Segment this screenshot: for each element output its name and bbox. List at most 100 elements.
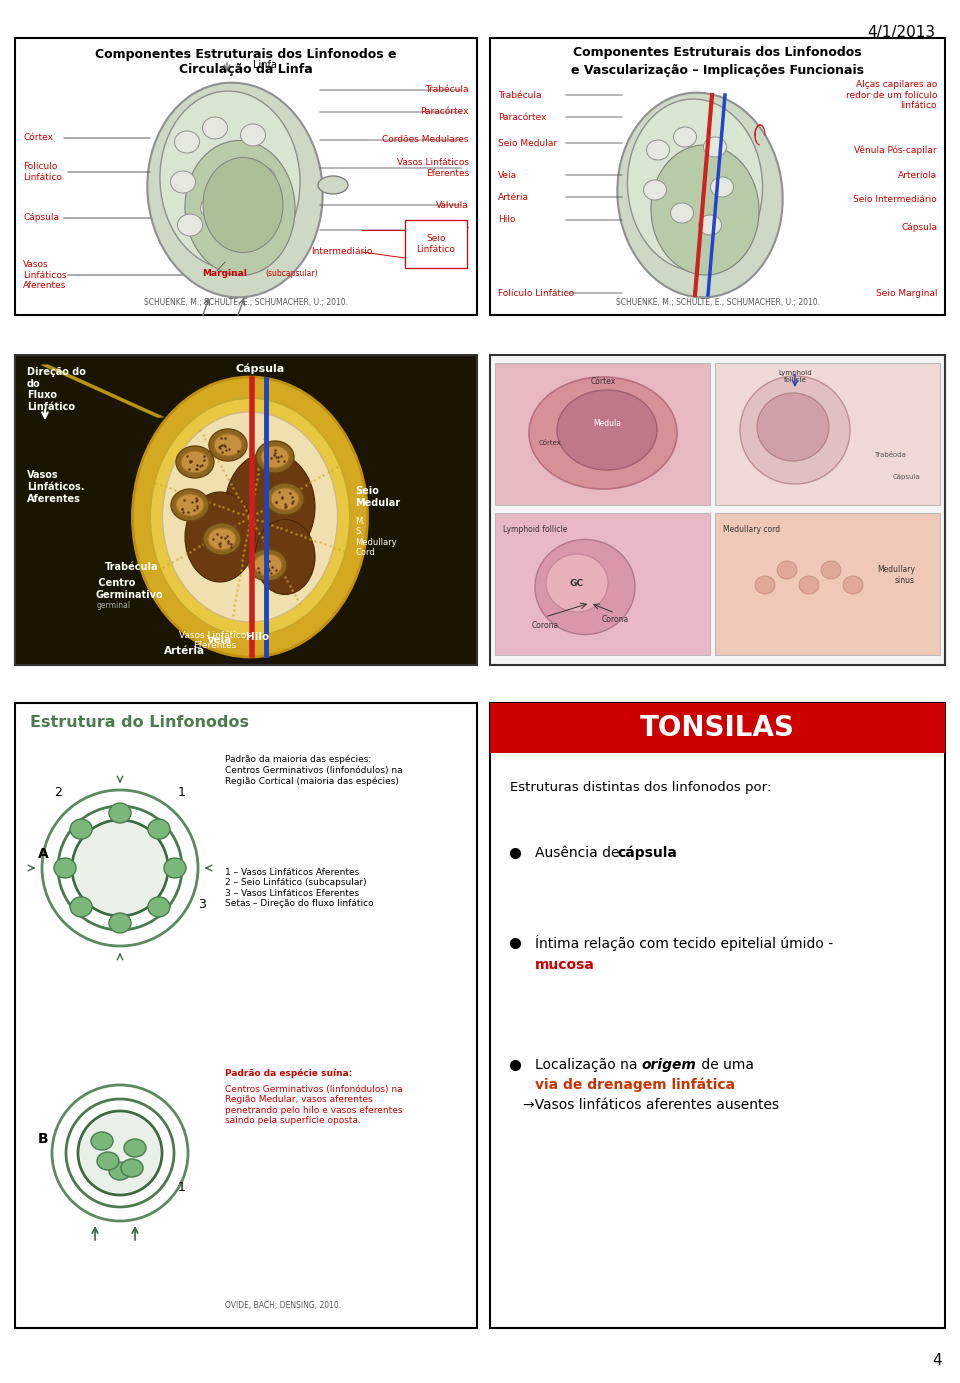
Text: e Vascularização – Implicações Funcionais: e Vascularização – Implicações Funcionai… <box>571 64 864 77</box>
Text: Córtex: Córtex <box>539 440 562 445</box>
Text: Medula: Medula <box>593 419 621 427</box>
Text: Medular: Medular <box>432 225 469 235</box>
Bar <box>490 355 945 665</box>
Ellipse shape <box>121 1159 143 1177</box>
Text: Cápsula: Cápsula <box>235 362 284 373</box>
Bar <box>15 355 477 665</box>
Ellipse shape <box>148 819 170 839</box>
Ellipse shape <box>214 434 242 456</box>
Ellipse shape <box>799 575 819 595</box>
Text: 1: 1 <box>178 786 186 799</box>
Ellipse shape <box>755 575 775 595</box>
Text: de uma: de uma <box>697 1058 758 1072</box>
Text: Trabécula: Trabécula <box>498 90 541 100</box>
Text: Córtex: Córtex <box>23 134 53 142</box>
Ellipse shape <box>740 376 850 484</box>
Ellipse shape <box>546 555 608 613</box>
Ellipse shape <box>710 177 733 196</box>
Text: Córtex: Córtex <box>590 378 615 386</box>
Text: Seio Medular: Seio Medular <box>498 138 557 148</box>
Text: SCHUENKE, M.; SCHULTE, E.; SCHUMACHER, U.; 2010.: SCHUENKE, M.; SCHULTE, E.; SCHUMACHER, U… <box>615 299 820 307</box>
Ellipse shape <box>249 549 287 581</box>
Text: Padrão da maioria das espécies:
Centros Germinativos (linfonódulos) na
Região Co: Padrão da maioria das espécies: Centros … <box>225 755 402 786</box>
Text: origem: origem <box>642 1058 697 1072</box>
Ellipse shape <box>162 412 338 622</box>
Text: Trabécula: Trabécula <box>105 561 158 573</box>
Ellipse shape <box>178 214 203 236</box>
Ellipse shape <box>176 494 204 516</box>
Text: mucosa: mucosa <box>535 958 595 972</box>
Ellipse shape <box>164 857 186 878</box>
Ellipse shape <box>628 100 762 271</box>
Ellipse shape <box>757 393 829 461</box>
Text: Paracórtex: Paracórtex <box>420 108 469 116</box>
Ellipse shape <box>171 490 209 521</box>
Text: Centros Germinativos (linfonódulos) na
Região Medular, vasos aferentes
penetrand: Centros Germinativos (linfonódulos) na R… <box>225 1086 402 1126</box>
Text: Localização na: Localização na <box>535 1058 642 1072</box>
Ellipse shape <box>150 398 350 636</box>
Text: 1: 1 <box>178 1181 186 1194</box>
Text: Cápsula: Cápsula <box>892 474 920 480</box>
Text: Folículo
Linfático: Folículo Linfático <box>23 162 61 181</box>
Text: Válvula: Válvula <box>436 201 469 209</box>
Ellipse shape <box>674 127 697 147</box>
Text: Seio Intermediário: Seio Intermediário <box>853 195 937 205</box>
Text: Medullary
sinus: Medullary sinus <box>877 566 915 585</box>
Bar <box>15 37 477 315</box>
Text: Veia: Veia <box>207 635 232 644</box>
Text: OVIDE, BACH; DENSING, 2010.: OVIDE, BACH; DENSING, 2010. <box>225 1301 341 1310</box>
Text: Estrutura do Linfonodos: Estrutura do Linfonodos <box>30 715 249 730</box>
Bar <box>715 362 940 505</box>
Bar <box>490 703 945 752</box>
Text: Componentes Estruturais dos Linfonodos: Componentes Estruturais dos Linfonodos <box>573 46 862 59</box>
Text: →Vasos linfáticos aferentes ausentes: →Vasos linfáticos aferentes ausentes <box>523 1098 780 1112</box>
Ellipse shape <box>181 451 209 473</box>
Text: 4/1/2013: 4/1/2013 <box>867 25 935 40</box>
Ellipse shape <box>74 822 166 914</box>
Text: Íntima relação com tecido epitelial úmido -: Íntima relação com tecido epitelial úmid… <box>535 935 837 952</box>
Ellipse shape <box>80 1113 160 1194</box>
Ellipse shape <box>54 857 76 878</box>
Ellipse shape <box>147 83 323 297</box>
Ellipse shape <box>203 158 283 253</box>
Text: TONSILAS: TONSILAS <box>640 714 795 743</box>
Text: 2: 2 <box>54 786 62 799</box>
Ellipse shape <box>255 520 315 595</box>
Ellipse shape <box>225 452 315 561</box>
Ellipse shape <box>148 898 170 917</box>
Ellipse shape <box>109 1162 131 1180</box>
Ellipse shape <box>704 137 727 158</box>
Text: Componentes Estruturais dos Linfonodos e
Circulação da Linfa: Componentes Estruturais dos Linfonodos e… <box>95 48 396 76</box>
Ellipse shape <box>643 180 666 201</box>
Text: (subcapsular): (subcapsular) <box>265 268 318 278</box>
Text: Seio Marginal: Seio Marginal <box>876 289 937 297</box>
Bar <box>15 703 477 1328</box>
Text: Vênula Pós-capilar: Vênula Pós-capilar <box>854 145 937 155</box>
Ellipse shape <box>124 1140 146 1158</box>
Text: Trabéoda: Trabéoda <box>874 452 906 458</box>
Ellipse shape <box>821 561 841 579</box>
Text: Medullary cord: Medullary cord <box>723 526 780 534</box>
Ellipse shape <box>843 575 863 595</box>
Ellipse shape <box>203 523 241 555</box>
Bar <box>490 37 945 315</box>
Text: Vasos Linfáticos
Eferentes: Vasos Linfáticos Eferentes <box>397 158 469 177</box>
Ellipse shape <box>185 492 255 582</box>
Text: Folículo Linfático: Folículo Linfático <box>498 289 574 297</box>
Ellipse shape <box>160 91 300 268</box>
Ellipse shape <box>617 93 782 297</box>
Text: Estruturas distintas dos linfonodos por:: Estruturas distintas dos linfonodos por: <box>510 781 771 794</box>
Text: A: A <box>37 846 48 862</box>
Text: M.
S.
Medullary
Cord: M. S. Medullary Cord <box>355 517 396 557</box>
Text: Corona: Corona <box>532 621 559 629</box>
Text: Seio
Medular: Seio Medular <box>355 487 400 508</box>
Ellipse shape <box>254 555 282 575</box>
Text: SCHUENKE, M.; SCHULTE, E.; SCHUMACHER, U.; 2010.: SCHUENKE, M.; SCHULTE, E.; SCHUMACHER, U… <box>144 299 348 307</box>
Text: 3: 3 <box>198 898 206 911</box>
Ellipse shape <box>646 140 669 160</box>
Text: Seio
Linfático: Seio Linfático <box>417 234 455 253</box>
Ellipse shape <box>109 804 131 823</box>
Text: Centro
Germinativo: Centro Germinativo <box>95 578 162 600</box>
Ellipse shape <box>176 445 214 479</box>
Text: Cordões Medulares: Cordões Medulares <box>382 136 469 144</box>
